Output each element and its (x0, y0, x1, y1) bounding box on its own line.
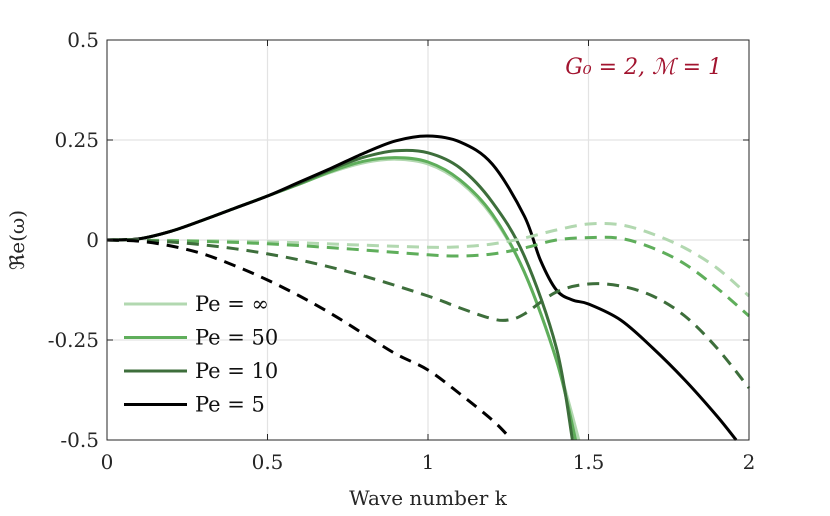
legend-label: Pe = 50 (195, 326, 278, 350)
x-tick-label: 0 (101, 450, 114, 474)
y-tick-label: -0.5 (60, 428, 99, 452)
series-line-dashed-5 (106, 235, 750, 318)
grid-lines (107, 40, 749, 440)
x-tick-label: 1 (422, 450, 435, 474)
series-line-dashed-6 (106, 238, 751, 389)
x-tick-label: 1.5 (573, 450, 605, 474)
series-line-solid-3 (106, 134, 738, 441)
axis-ticks: 0 0.5 1 1.5 2 -0.5 -0.25 0 0.25 0.5 (48, 28, 756, 474)
series-lines (106, 134, 751, 441)
x-tick-label: 2 (743, 450, 756, 474)
y-tick-label: 0.5 (67, 28, 99, 52)
y-tick-label: 0.25 (54, 128, 99, 152)
x-axis-title: Wave number k (349, 486, 508, 510)
y-axis-title: ℜe(ω) (5, 210, 29, 270)
y-tick-label: -0.25 (48, 328, 99, 352)
legend: Pe = ∞ Pe = 50 Pe = 10 Pe = 5 (124, 292, 278, 417)
series-line-dashed-4 (106, 221, 750, 298)
y-tick-label: 0 (86, 228, 99, 252)
legend-label: Pe = 5 (195, 393, 265, 417)
legend-label: Pe = ∞ (195, 292, 269, 316)
x-tick-label: 0.5 (252, 450, 284, 474)
series-line-dashed-7 (106, 238, 510, 438)
annotation: G₀ = 2, ℳ = 1 (565, 55, 722, 80)
legend-label: Pe = 10 (195, 359, 278, 383)
